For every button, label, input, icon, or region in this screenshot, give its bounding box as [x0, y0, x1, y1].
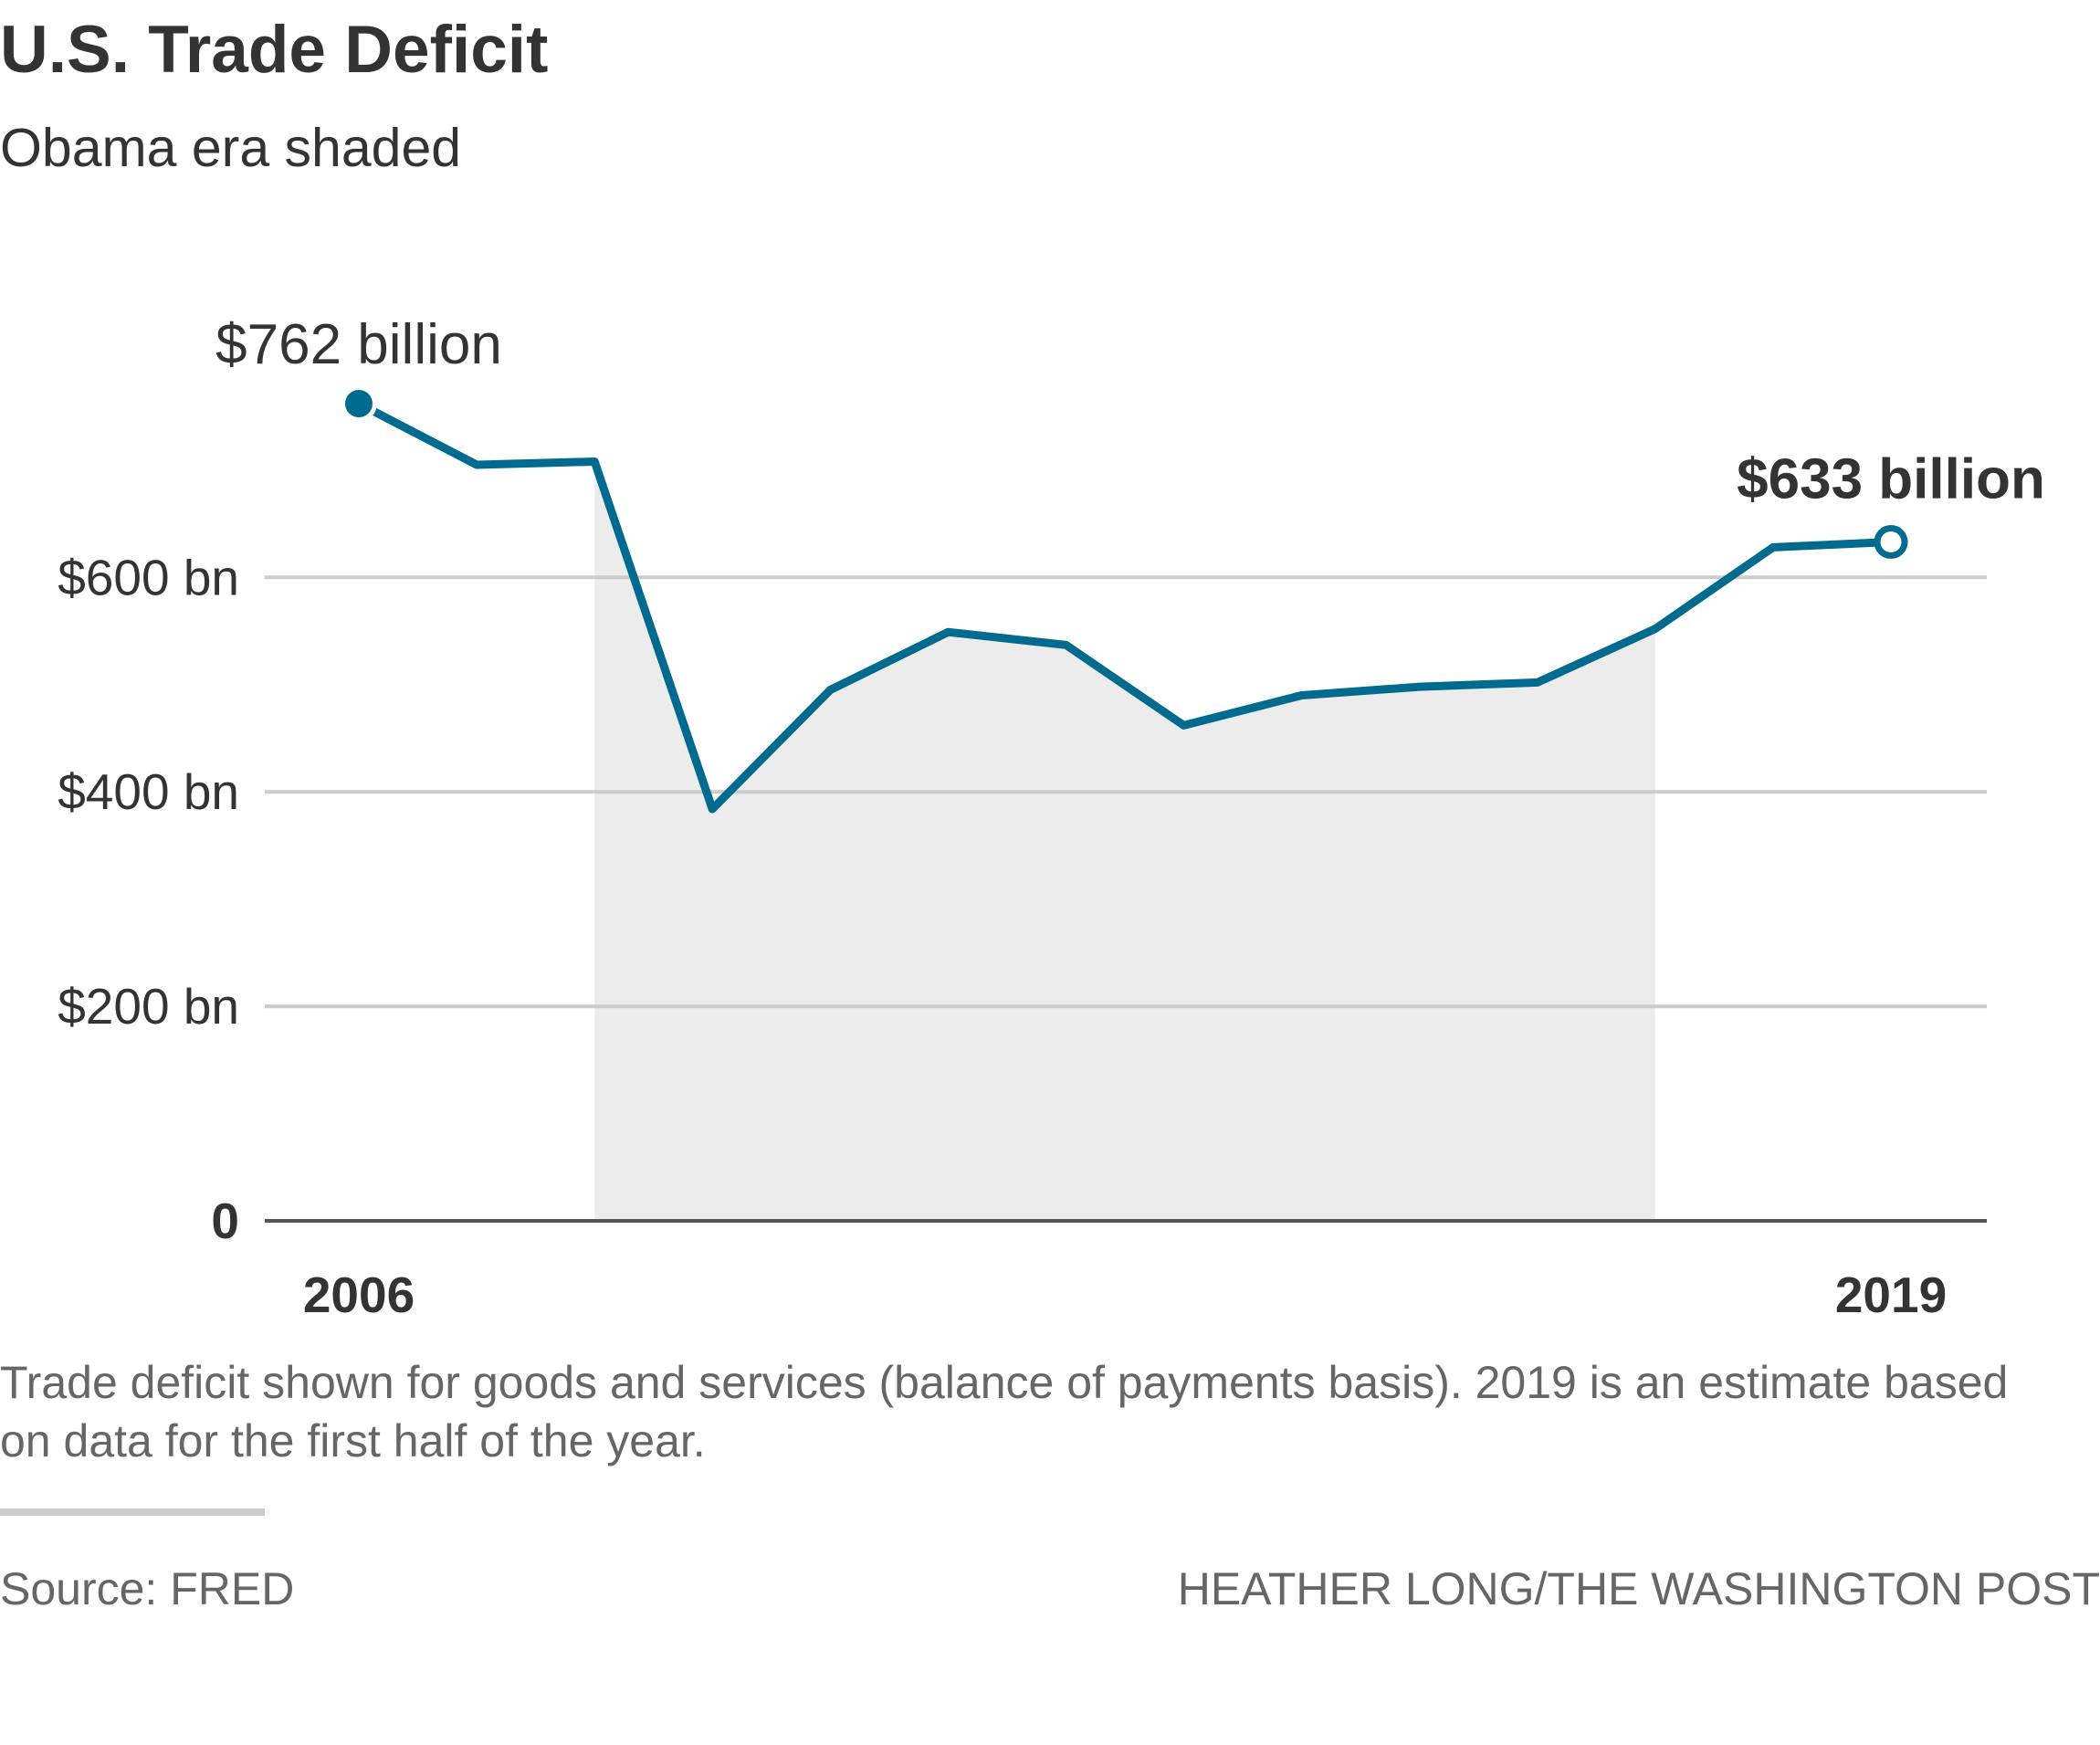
- source-label: Source: FRED: [0, 1563, 295, 1614]
- footer-divider: [0, 1508, 265, 1516]
- start-value-label: $762 billion: [215, 313, 502, 376]
- chart-subtitle: Obama era shaded: [0, 118, 462, 178]
- x-tick-label: 2019: [1835, 1267, 1947, 1323]
- credit-label: HEATHER LONG/THE WASHINGTON POST: [1177, 1563, 2100, 1614]
- y-tick-label: $600 bn: [58, 549, 239, 605]
- y-tick-label: $200 bn: [58, 978, 239, 1035]
- y-tick-label: $400 bn: [58, 763, 239, 820]
- y-tick-label: 0: [211, 1193, 239, 1249]
- data-point: [1874, 525, 1908, 560]
- obama-era-shaded-region: [594, 461, 1655, 1221]
- end-value-label: $633 billion: [1737, 448, 2045, 511]
- chart-title: U.S. Trade Deficit: [0, 13, 549, 87]
- chart-note: Trade deficit shown for goods and servic…: [0, 1357, 2009, 1466]
- x-tick-label: 2006: [303, 1267, 415, 1323]
- data-point: [345, 390, 373, 418]
- trade-deficit-line: [354, 399, 1895, 814]
